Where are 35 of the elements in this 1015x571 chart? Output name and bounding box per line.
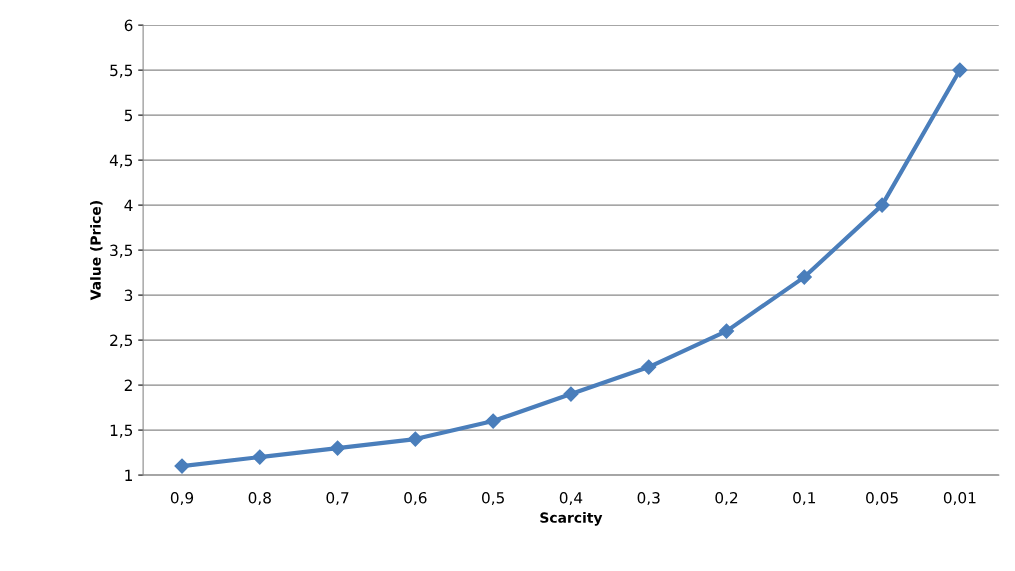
y-tick-label: 1 xyxy=(125,469,132,481)
y-tick-label: 6 xyxy=(124,19,133,32)
y-tick-label: 4 xyxy=(124,199,133,211)
point xyxy=(174,458,190,474)
x-tick-label: 0,8 xyxy=(248,492,271,506)
x-axis-title: Scarcity xyxy=(540,512,603,526)
y-tick-label: 5 xyxy=(124,109,133,122)
x-tick-label: 0,7 xyxy=(326,492,349,506)
y-tick-label: 5,5 xyxy=(110,64,133,78)
x-tick-label: 0,6 xyxy=(404,492,427,506)
x-tick-label: 0,2 xyxy=(715,492,738,506)
y-tick-label: 2,5 xyxy=(110,334,133,348)
point xyxy=(641,359,657,375)
x-tick-label: 0,05 xyxy=(866,492,898,506)
point xyxy=(874,197,890,213)
x-tick-label: 0,3 xyxy=(637,492,660,506)
point xyxy=(485,413,501,429)
point xyxy=(952,62,968,78)
y-tick-label: 2 xyxy=(124,379,132,391)
y-axis-title: Value (Price) xyxy=(90,201,103,301)
x-tick-label: 0,9 xyxy=(170,492,194,506)
x-tick-label: 0,01 xyxy=(943,492,976,506)
y-tick-label: 4,5 xyxy=(109,154,133,168)
x-tick-label: 0,5 xyxy=(482,492,504,506)
point xyxy=(407,431,423,447)
y-tick-label: 1,5 xyxy=(110,424,133,438)
y-tick-label: 3,5 xyxy=(110,244,133,258)
point xyxy=(330,440,346,456)
point xyxy=(796,269,812,285)
x-tick-label: 0,1 xyxy=(793,492,816,506)
y-tick-label: 3 xyxy=(124,289,133,302)
x-tick-label: 0,4 xyxy=(559,492,583,506)
point xyxy=(718,323,735,339)
point xyxy=(252,449,268,465)
point xyxy=(563,386,579,402)
